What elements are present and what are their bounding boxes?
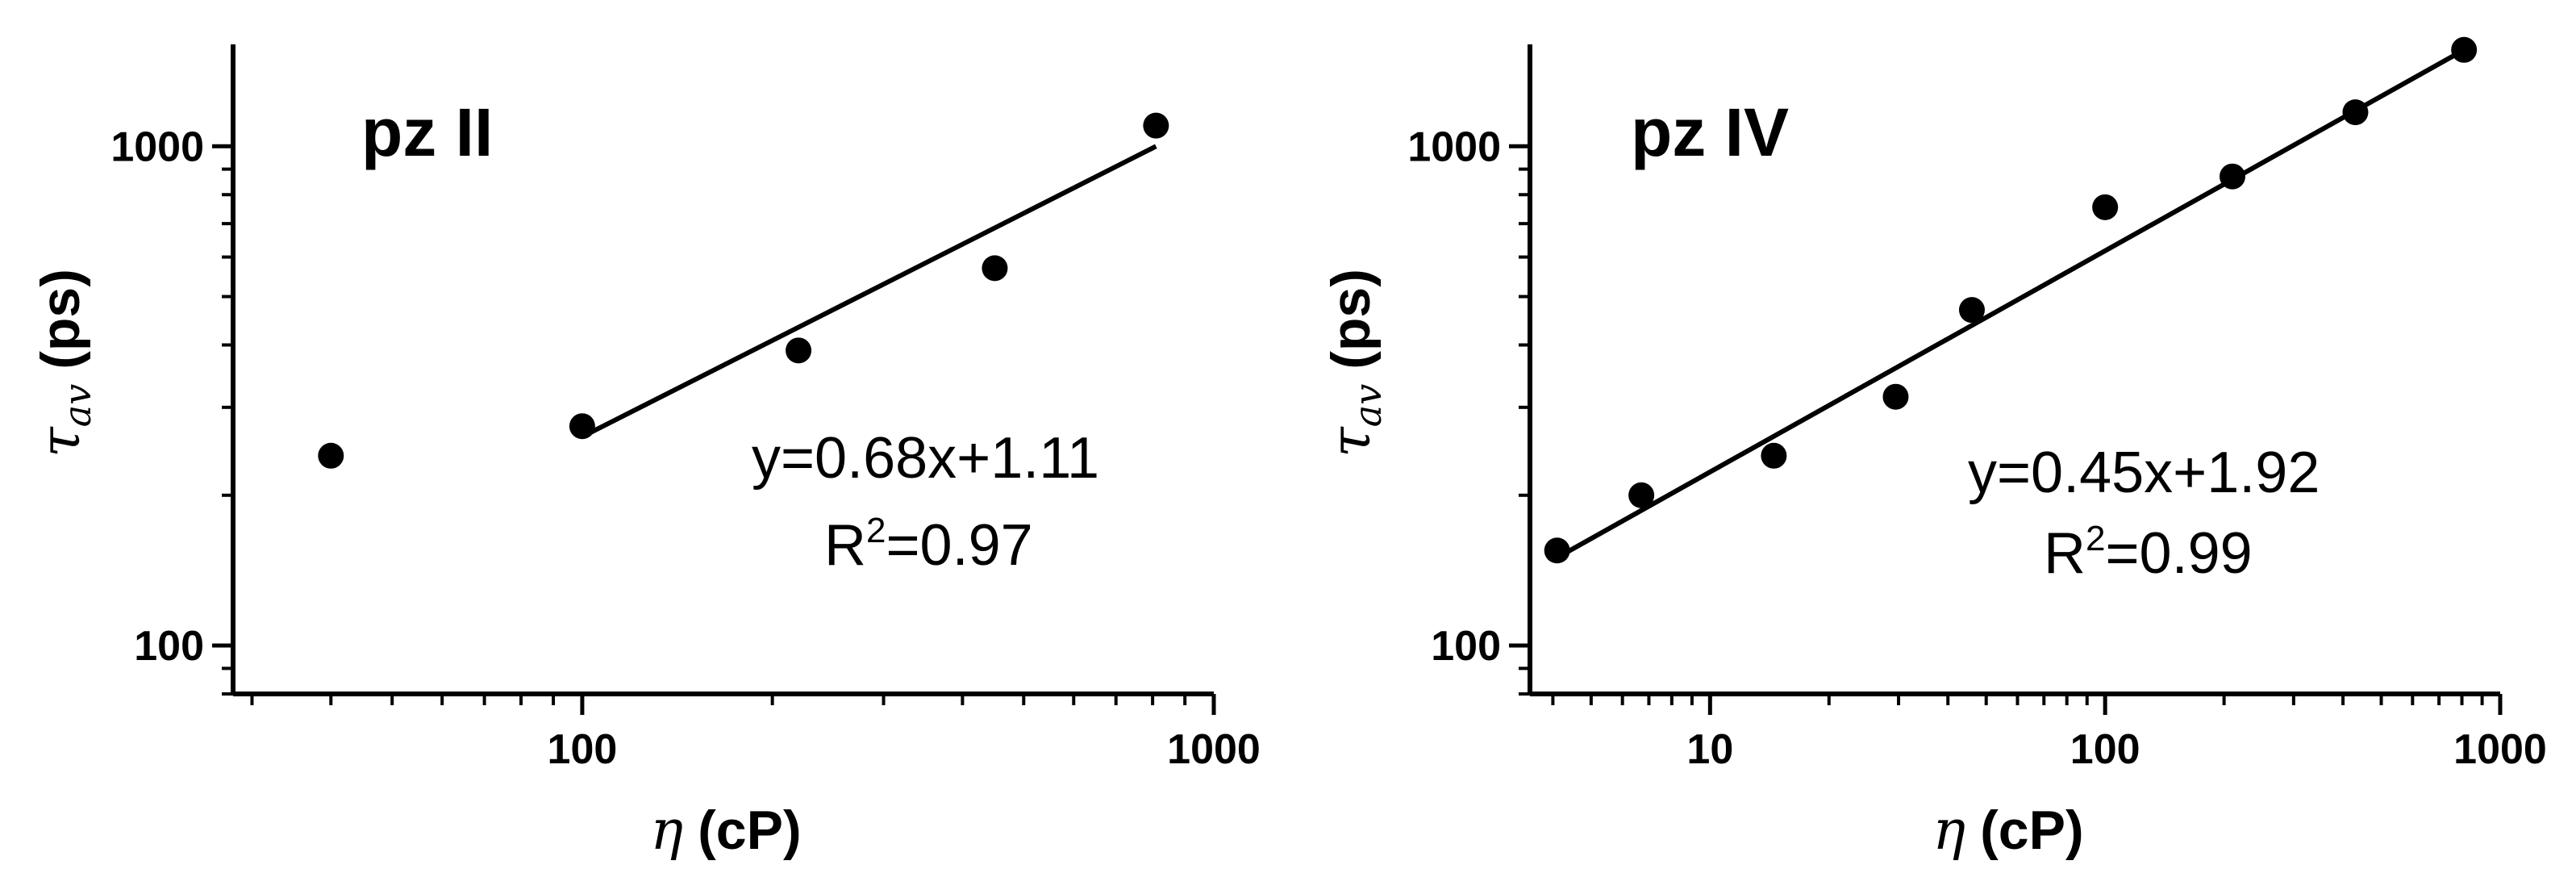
chart-panel-pz-iv: 10 100 1000 100 1000 pz IV y=0.45x+1.92 R2=0… (1319, 36, 2547, 863)
data-point (1882, 383, 1909, 410)
fit-line (581, 144, 1157, 439)
x-tick-label: 100 (2070, 726, 2140, 773)
data-point (2451, 36, 2478, 63)
y-axis-symbol: τ (29, 426, 93, 458)
y-tick-label: 100 (134, 623, 204, 670)
r-squared-symbol: R (2044, 521, 2086, 586)
r-squared-value: =0.97 (886, 513, 1032, 578)
x-tick-label: 1000 (1167, 726, 1261, 773)
fit-equation: y=0.68x+1.11 (752, 426, 1099, 491)
panel-title: pz II (361, 94, 493, 170)
y-tick-label: 1000 (1407, 123, 1501, 170)
y-axis-label: τav (ps) (29, 269, 99, 458)
data-point (2092, 194, 2119, 220)
chart-panel-pz-ii: 100 1000 100 1000 pz II y=0.68x+1.11 R2=0.9… (29, 44, 1261, 863)
data-point (1544, 537, 1570, 564)
data-point (318, 442, 344, 469)
x-tick-label: 1000 (2453, 726, 2547, 773)
y-axis-unit: (ps) (1320, 269, 1382, 370)
data-point (1761, 442, 1787, 469)
y-tick-label: 1000 (110, 123, 204, 170)
data-point (1143, 112, 1169, 139)
y-tick-label: 100 (1431, 623, 1501, 670)
data-point (1628, 482, 1655, 508)
y-axis-subscript: av (56, 384, 99, 427)
x-tick-label: 10 (1686, 726, 1733, 773)
r-squared-exponent: 2 (866, 511, 886, 550)
x-tick-label: 100 (548, 726, 618, 773)
y-axis-symbol: τ (1319, 426, 1383, 458)
data-point (569, 413, 595, 440)
panel-title: pz IV (1631, 94, 1789, 170)
data-point (786, 337, 812, 364)
data-point (2342, 99, 2369, 126)
r-squared: R2=0.97 (824, 511, 1033, 578)
chart-marks: 10 100 1000 100 1000 (1407, 36, 2547, 773)
y-axis-subscript: av (1346, 384, 1390, 427)
r-squared: R2=0.99 (2044, 519, 2253, 586)
y-axis-label: τav (ps) (1319, 269, 1390, 458)
x-axis-unit: (cP) (698, 800, 801, 861)
r-squared-symbol: R (824, 513, 866, 578)
fit-equation: y=0.45x+1.92 (1968, 441, 2320, 505)
x-axis-unit: (cP) (1980, 800, 2083, 861)
data-point (2219, 163, 2245, 190)
data-point (1958, 297, 1985, 324)
x-axis-symbol: η (650, 799, 683, 863)
r-squared-value: =0.99 (2105, 521, 2252, 586)
x-axis-label: η (cP) (650, 799, 801, 863)
fit-line (1556, 48, 2466, 560)
chart-marks: 100 1000 100 1000 (110, 44, 1261, 773)
x-axis-symbol: η (1932, 799, 1965, 863)
y-axis-unit: (ps) (30, 269, 91, 370)
data-point (982, 255, 1008, 282)
r-squared-exponent: 2 (2086, 519, 2105, 558)
x-axis-label: η (cP) (1932, 799, 2083, 863)
